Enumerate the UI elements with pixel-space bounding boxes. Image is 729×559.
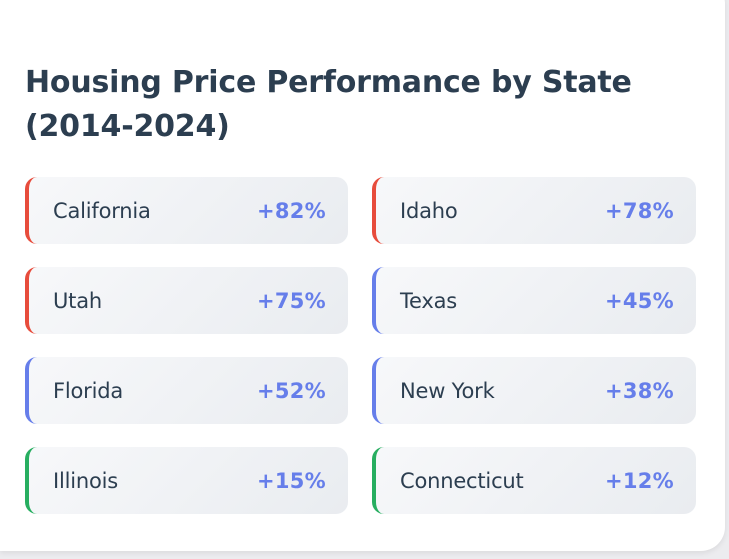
state-name: Illinois [53, 468, 119, 493]
state-card-utah: Utah +75% [25, 267, 348, 334]
state-change: +78% [604, 198, 674, 223]
state-change: +75% [256, 288, 326, 313]
page-title: Housing Price Performance by State (2014… [25, 65, 632, 144]
state-card-idaho: Idaho +78% [372, 177, 696, 244]
state-name: Idaho [400, 198, 458, 223]
state-name: California [53, 198, 151, 223]
state-change: +82% [256, 198, 326, 223]
state-name: Connecticut [400, 468, 524, 493]
state-card-florida: Florida +52% [25, 357, 348, 424]
state-card-texas: Texas +45% [372, 267, 696, 334]
state-card-illinois: Illinois +15% [25, 447, 348, 514]
state-card-california: California +82% [25, 177, 348, 244]
state-grid: California +82% Idaho +78% Utah +75% Tex… [25, 177, 696, 514]
state-change: +38% [604, 378, 674, 403]
state-change: +52% [256, 378, 326, 403]
state-card-new-york: New York +38% [372, 357, 696, 424]
state-change: +45% [604, 288, 674, 313]
state-change: +15% [256, 468, 326, 493]
state-card-connecticut: Connecticut +12% [372, 447, 696, 514]
state-change: +12% [604, 468, 674, 493]
state-name: Utah [53, 288, 102, 313]
state-name: New York [400, 378, 495, 403]
state-name: Florida [53, 378, 124, 403]
state-name: Texas [400, 288, 458, 313]
